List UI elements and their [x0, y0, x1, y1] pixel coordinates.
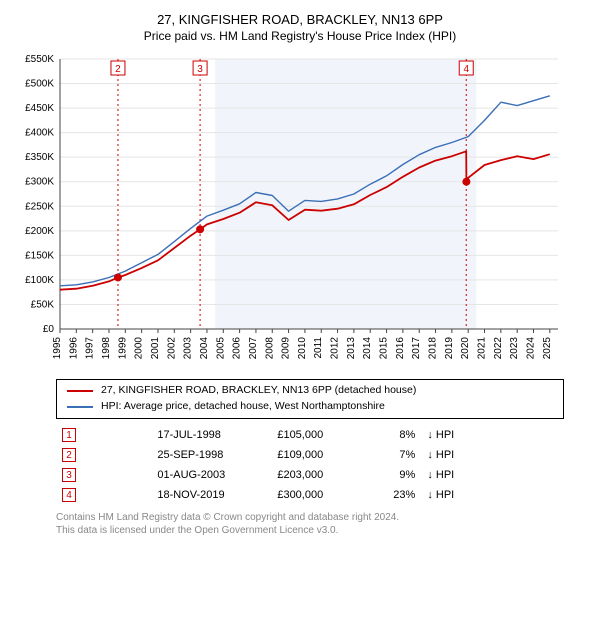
price-chart: £0 £50K £100K £150K £200K £250K £300K £350K £400… — [16, 53, 568, 373]
svg-text:2022: 2022 — [493, 337, 504, 360]
chart-title: 27, KINGFISHER ROAD, BRACKLEY, NN13 6PP — [16, 12, 584, 27]
sale-row: 3 01-AUG-2003£203,0009%↓ HPI — [56, 465, 564, 485]
chart-container: £0 £50K £100K £150K £200K £250K £300K £350K £400… — [16, 53, 584, 373]
svg-text:1995: 1995 — [52, 337, 63, 360]
sale-price: £109,000 — [271, 445, 371, 465]
svg-text:2015: 2015 — [379, 337, 390, 360]
svg-text:3: 3 — [197, 64, 203, 75]
sale-marker: 1 — [62, 428, 76, 442]
svg-text:2002: 2002 — [166, 337, 177, 360]
svg-text:2016: 2016 — [395, 337, 406, 360]
sale-price: £105,000 — [271, 425, 371, 445]
svg-text:2023: 2023 — [509, 337, 520, 360]
svg-text:£100K: £100K — [25, 275, 54, 286]
sale-date: 18-NOV-2019 — [151, 485, 271, 505]
svg-text:£150K: £150K — [25, 250, 54, 261]
sale-direction: ↓ HPI — [421, 465, 564, 485]
sale-direction: ↓ HPI — [421, 425, 564, 445]
sale-row: 1 17-JUL-1998£105,0008%↓ HPI — [56, 425, 564, 445]
sales-table: 117-JUL-1998£105,0008%↓ HPI225-SEP-1998£… — [56, 425, 564, 505]
legend: 27, KINGFISHER ROAD, BRACKLEY, NN13 6PP … — [56, 379, 564, 419]
sale-marker: 4 — [62, 488, 76, 502]
svg-text:2010: 2010 — [297, 337, 308, 360]
svg-text:4: 4 — [463, 64, 469, 75]
svg-text:2021: 2021 — [477, 337, 488, 360]
svg-text:£300K: £300K — [25, 177, 54, 188]
footnote-line: Contains HM Land Registry data © Crown c… — [56, 511, 564, 524]
sale-marker: 3 — [62, 468, 76, 482]
sale-pct: 23% — [371, 485, 421, 505]
footnote-line: This data is licensed under the Open Gov… — [56, 524, 564, 537]
chart-subtitle: Price paid vs. HM Land Registry's House … — [16, 29, 584, 43]
sale-pct: 8% — [371, 425, 421, 445]
svg-text:2018: 2018 — [428, 337, 439, 360]
svg-text:2024: 2024 — [526, 337, 537, 360]
sale-date: 17-JUL-1998 — [151, 425, 271, 445]
svg-text:1999: 1999 — [117, 337, 128, 360]
svg-text:2: 2 — [115, 64, 121, 75]
legend-item: 27, KINGFISHER ROAD, BRACKLEY, NN13 6PP … — [67, 383, 553, 399]
svg-text:£200K: £200K — [25, 226, 54, 237]
svg-text:£50K: £50K — [31, 299, 55, 310]
svg-text:1997: 1997 — [85, 337, 96, 360]
sale-date: 01-AUG-2003 — [151, 465, 271, 485]
svg-text:2009: 2009 — [281, 337, 292, 360]
legend-label: 27, KINGFISHER ROAD, BRACKLEY, NN13 6PP … — [101, 383, 416, 399]
svg-text:£0: £0 — [43, 324, 55, 335]
svg-text:£350K: £350K — [25, 152, 54, 163]
legend-swatch — [67, 390, 93, 392]
footnote: Contains HM Land Registry data © Crown c… — [56, 511, 564, 537]
svg-text:1996: 1996 — [68, 337, 79, 360]
svg-text:2019: 2019 — [444, 337, 455, 360]
svg-text:2014: 2014 — [362, 337, 373, 360]
svg-text:2003: 2003 — [183, 337, 194, 360]
svg-text:2025: 2025 — [542, 337, 553, 360]
sale-row: 4 18-NOV-2019£300,00023%↓ HPI — [56, 485, 564, 505]
svg-text:2004: 2004 — [199, 337, 210, 360]
sale-marker: 2 — [62, 448, 76, 462]
svg-text:£250K: £250K — [25, 201, 54, 212]
svg-text:2011: 2011 — [313, 337, 324, 359]
sale-price: £203,000 — [271, 465, 371, 485]
svg-text:2012: 2012 — [330, 337, 341, 360]
legend-label: HPI: Average price, detached house, West… — [101, 399, 385, 415]
svg-text:2001: 2001 — [150, 337, 161, 360]
svg-text:£550K: £550K — [25, 54, 54, 65]
svg-text:£450K: £450K — [25, 103, 54, 114]
svg-text:2000: 2000 — [134, 337, 145, 360]
svg-text:2005: 2005 — [215, 337, 226, 360]
sale-price: £300,000 — [271, 485, 371, 505]
sale-row: 2 25-SEP-1998£109,0007%↓ HPI — [56, 445, 564, 465]
legend-item: HPI: Average price, detached house, West… — [67, 399, 553, 415]
svg-text:2006: 2006 — [232, 337, 243, 360]
sale-pct: 7% — [371, 445, 421, 465]
svg-text:1998: 1998 — [101, 337, 112, 360]
svg-text:£400K: £400K — [25, 128, 54, 139]
legend-swatch — [67, 406, 93, 408]
sale-pct: 9% — [371, 465, 421, 485]
svg-text:£500K: £500K — [25, 79, 54, 90]
sale-date: 25-SEP-1998 — [151, 445, 271, 465]
svg-text:2017: 2017 — [411, 337, 422, 360]
svg-text:2008: 2008 — [264, 337, 275, 360]
sale-direction: ↓ HPI — [421, 445, 564, 465]
svg-text:2020: 2020 — [460, 337, 471, 360]
sale-direction: ↓ HPI — [421, 485, 564, 505]
svg-text:2013: 2013 — [346, 337, 357, 360]
svg-text:2007: 2007 — [248, 337, 259, 360]
